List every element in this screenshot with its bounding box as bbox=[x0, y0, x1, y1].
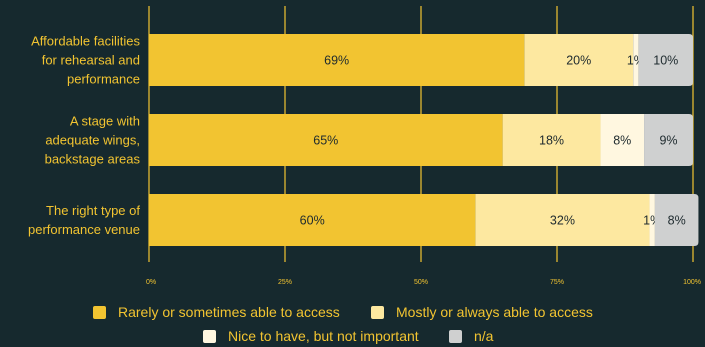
category-label: for rehearsal and bbox=[42, 53, 140, 68]
legend-swatch-nice-to-have bbox=[203, 329, 216, 343]
data-label: 8% bbox=[613, 134, 631, 148]
data-label: 32% bbox=[550, 214, 575, 228]
category-labels: Affordable facilities for rehearsal and pe… bbox=[28, 34, 141, 238]
legend-label-rarely: Rarely or sometimes able to access bbox=[118, 304, 340, 320]
bar-segment bbox=[524, 34, 634, 86]
bars: 69% 20% 1% 10%65% 18% 8% 9%60% 32% 1% 8% bbox=[149, 34, 699, 246]
bar-segment bbox=[502, 114, 601, 166]
bar-segment bbox=[638, 34, 693, 86]
bar-segment bbox=[633, 34, 639, 86]
bar-segment bbox=[644, 114, 693, 166]
legend-item-mostly: Mostly or always able to access bbox=[371, 304, 593, 320]
data-label: 65% bbox=[313, 134, 338, 148]
data-label: 9% bbox=[659, 134, 677, 148]
category-label: performance venue bbox=[28, 222, 140, 237]
category-label: adequate wings, bbox=[45, 133, 140, 148]
data-label: 69% bbox=[324, 54, 349, 68]
category-label: performance bbox=[67, 72, 140, 87]
bar-segment bbox=[600, 114, 645, 166]
legend-swatch-mostly bbox=[371, 305, 384, 319]
legend-label-na: n/a bbox=[474, 328, 494, 344]
bar-segment bbox=[649, 194, 655, 246]
x-axis-ticks: 0% 25% 50% 75% 100% bbox=[146, 279, 701, 286]
bar-segment bbox=[475, 194, 650, 246]
data-label: 60% bbox=[300, 214, 325, 228]
legend-item-nice-to-have: Nice to have, but not important bbox=[203, 328, 419, 344]
legend-label-mostly: Mostly or always able to access bbox=[396, 304, 593, 320]
category-label: Affordable facilities bbox=[31, 34, 140, 49]
category-label: backstage areas bbox=[45, 152, 141, 167]
data-label: 20% bbox=[566, 54, 591, 68]
legend-label-nice-to-have: Nice to have, but not important bbox=[228, 328, 419, 344]
legend-swatch-rarely bbox=[93, 305, 106, 319]
bar-segment bbox=[654, 194, 699, 246]
category-label: The right type of bbox=[46, 203, 140, 218]
x-tick-label: 100% bbox=[683, 279, 701, 286]
bar-segment bbox=[149, 34, 525, 86]
x-tick-label: 0% bbox=[146, 279, 156, 286]
legend-item-na: n/a bbox=[449, 328, 493, 344]
x-tick-label: 75% bbox=[550, 279, 564, 286]
x-tick-label: 50% bbox=[414, 279, 428, 286]
data-label: 8% bbox=[668, 214, 686, 228]
x-tick-label: 25% bbox=[278, 279, 292, 286]
bar-segment bbox=[149, 194, 476, 246]
legend-swatch-na bbox=[449, 329, 462, 343]
legend-item-rarely: Rarely or sometimes able to access bbox=[93, 304, 340, 320]
category-label: A stage with bbox=[70, 114, 140, 129]
bar-segment bbox=[149, 114, 503, 166]
data-label: 18% bbox=[539, 134, 564, 148]
data-label: 10% bbox=[653, 54, 678, 68]
